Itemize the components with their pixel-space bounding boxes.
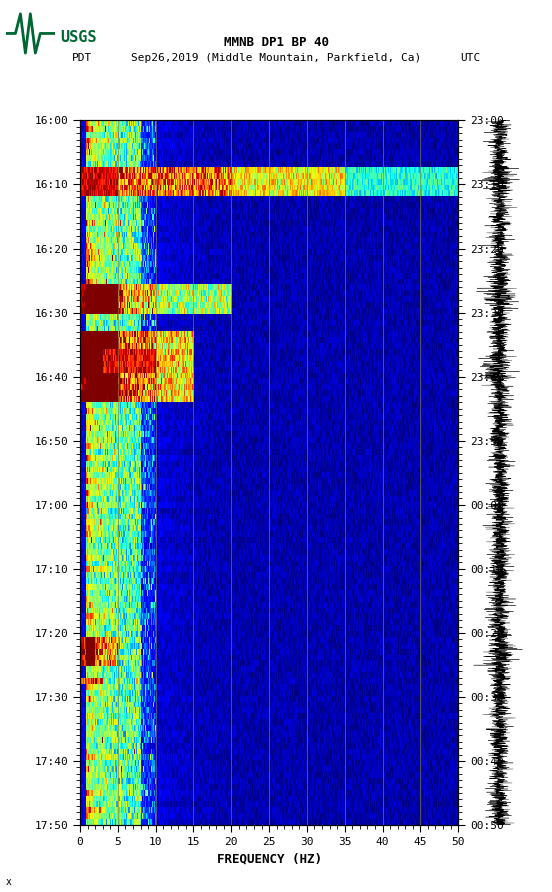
Text: Sep26,2019 (Middle Mountain, Parkfield, Ca): Sep26,2019 (Middle Mountain, Parkfield, …: [131, 53, 421, 63]
Text: USGS: USGS: [61, 30, 97, 45]
Text: UTC: UTC: [460, 53, 480, 63]
X-axis label: FREQUENCY (HZ): FREQUENCY (HZ): [216, 853, 322, 865]
Text: PDT: PDT: [72, 53, 92, 63]
Text: MMNB DP1 BP 40: MMNB DP1 BP 40: [224, 37, 328, 49]
Text: x: x: [6, 877, 12, 887]
